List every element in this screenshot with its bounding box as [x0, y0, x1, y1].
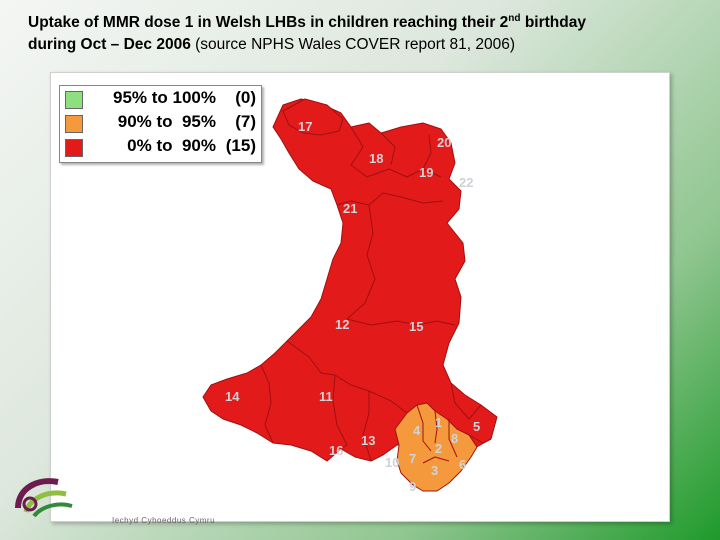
region-label-10: 10 [385, 455, 399, 470]
legend-range: 90% to 95% [117, 112, 216, 131]
region-label-1: 1 [435, 415, 442, 430]
title-superscript: nd [508, 12, 521, 24]
region-label-15: 15 [409, 319, 423, 334]
legend-swatch-green [65, 91, 83, 109]
region-label-6: 6 [459, 457, 466, 472]
region-label-7: 7 [409, 451, 416, 466]
region-label-4: 4 [413, 423, 421, 438]
logo-caption: Iechyd Cyhoeddus Cymru [112, 516, 216, 525]
page-title: Uptake of MMR dose 1 in Welsh LHBs in ch… [28, 12, 708, 56]
map-panel: 17 20 18 19 22 21 12 15 14 11 1 5 4 8 13… [50, 72, 670, 522]
region-label-8: 8 [451, 431, 458, 446]
legend-item: 90% to 95% (7) [60, 112, 260, 134]
region-label-20: 20 [437, 135, 451, 150]
region-label-9: 9 [409, 479, 416, 494]
legend-swatch-orange [65, 115, 83, 133]
region-label-13: 13 [361, 433, 375, 448]
legend-swatch-red [65, 139, 83, 157]
map-region-17 [282, 98, 344, 136]
legend-range: 0% to 90% [122, 136, 216, 155]
region-label-12: 12 [335, 317, 349, 332]
legend-range: 95% to 100% [113, 88, 216, 107]
region-labels: 17 20 18 19 22 21 12 15 14 11 1 5 4 8 13… [225, 119, 480, 494]
title-line2-bold: during Oct – Dec 2006 [28, 36, 191, 53]
region-label-19: 19 [419, 165, 433, 180]
legend-count: (15) [225, 136, 256, 155]
legend-count: (7) [235, 112, 256, 131]
region-label-3: 3 [431, 463, 438, 478]
legend-item: 95% to 100% (0) [60, 88, 260, 110]
map-legend: 95% to 100% (0) 90% to 95% (7) 0% to 90%… [59, 85, 262, 163]
region-label-2: 2 [435, 441, 442, 456]
wales-map: 17 20 18 19 22 21 12 15 14 11 1 5 4 8 13… [202, 98, 498, 494]
region-label-18: 18 [369, 151, 383, 166]
legend-count: (0) [235, 88, 256, 107]
region-label-16: 16 [329, 443, 343, 458]
region-label-22: 22 [459, 175, 473, 190]
title-line1: Uptake of MMR dose 1 in Welsh LHBs in ch… [28, 14, 509, 31]
title-line1-end: birthday [520, 14, 586, 31]
region-label-5: 5 [473, 419, 480, 434]
region-label-17: 17 [298, 119, 312, 134]
region-label-21: 21 [343, 201, 357, 216]
region-label-14: 14 [225, 389, 240, 404]
legend-item: 0% to 90% (15) [60, 136, 260, 158]
title-line2-source: (source NPHS Wales COVER report 81, 2006… [190, 36, 515, 53]
map-region-red [202, 98, 498, 462]
organisation-logo-icon [15, 478, 73, 518]
region-label-11: 11 [319, 389, 333, 404]
